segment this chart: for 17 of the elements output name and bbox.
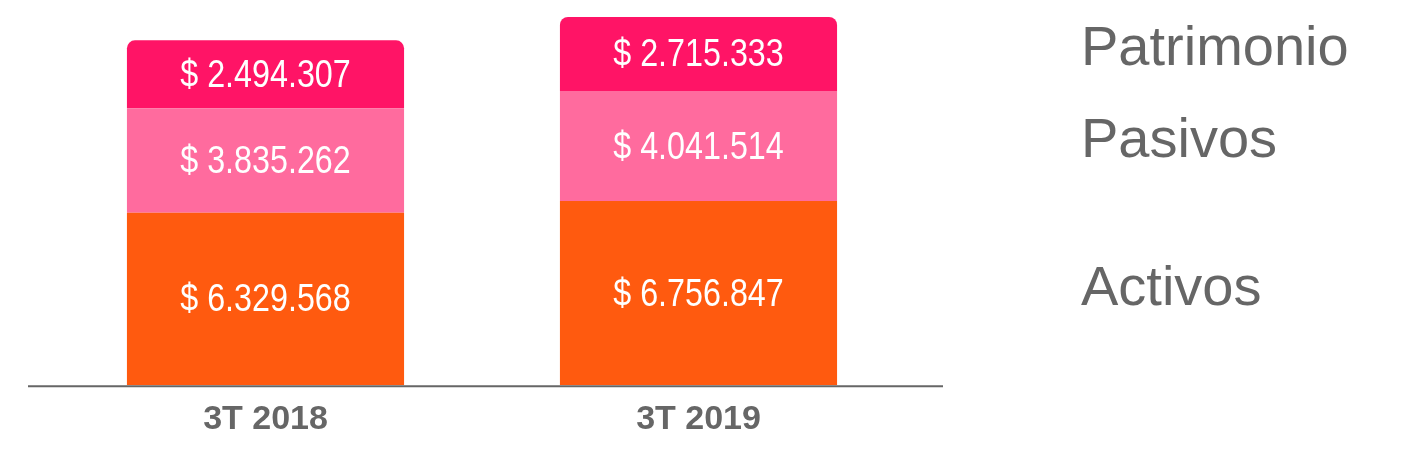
bar xyxy=(559,90,838,202)
text: Patrimonio xyxy=(1081,14,1349,78)
bar xyxy=(559,17,838,91)
data-label: $ 6.756.847 xyxy=(613,271,784,314)
bar xyxy=(126,108,405,213)
data-label: $ 2.715.333 xyxy=(613,31,784,75)
data-label: $ 2.494.307 xyxy=(180,52,351,95)
x-tick-label: 3T 2018 xyxy=(203,397,328,436)
bar xyxy=(559,201,838,386)
bar xyxy=(126,40,405,109)
text: Pasivos xyxy=(1081,106,1278,170)
bar xyxy=(126,212,405,386)
x-tick-label: 3T 2019 xyxy=(636,397,761,436)
data-label: $ 4.041.514 xyxy=(613,124,784,167)
data-label: $ 3.835.262 xyxy=(180,138,351,181)
text: Activos xyxy=(1081,253,1262,317)
data-label: $ 6.329.568 xyxy=(180,276,351,319)
